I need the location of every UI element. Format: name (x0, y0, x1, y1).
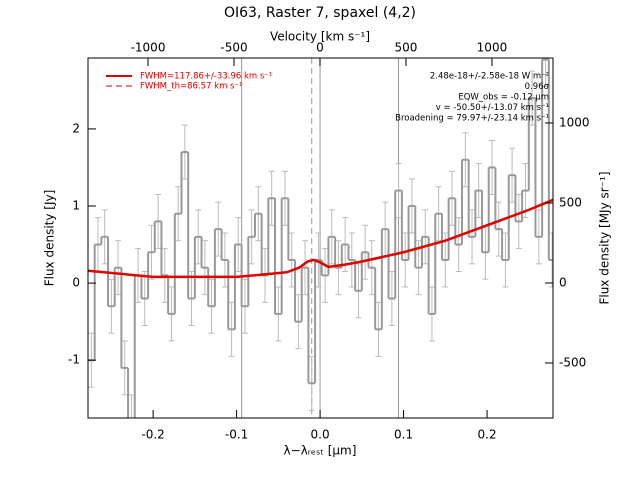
x-tick-label: -0.2 (141, 428, 164, 442)
x2-tick-label: 500 (395, 41, 418, 55)
x2-tick-label: -500 (220, 41, 247, 55)
step-connectors (93, 59, 550, 418)
annotation: Broadening = 79.97+/-23.14 km s⁻¹ (395, 114, 549, 124)
annotation: EQW_obs = -0.12 μm (458, 93, 549, 103)
y2-tick-label: 0 (559, 275, 567, 289)
legend-label: FWHM_th=86.57 km s⁻¹ (140, 82, 242, 92)
y-tick-label: 1 (72, 199, 80, 213)
x2-tick-label: -1000 (131, 41, 166, 55)
annotation: 2.48e-18+/-2.58e-18 W m⁻² (430, 72, 549, 82)
annotation: 0.96σ (525, 82, 550, 92)
x-tick-label: 0.2 (478, 428, 497, 442)
y2-tick-label: 1000 (559, 115, 590, 129)
annotation: v = -50.50+/-13.07 km s⁻¹ (436, 103, 549, 113)
y2-axis-label: Flux density [MJy sr⁻¹] (598, 171, 612, 304)
x-tick-label: 0.0 (311, 428, 330, 442)
x2-axis-label: Velocity [km s⁻¹] (270, 30, 370, 44)
y-tick-label: -1 (68, 353, 80, 367)
y-axis-label: Flux density [Jy] (43, 190, 57, 287)
y-tick-label: 2 (72, 121, 80, 135)
plot-area (88, 58, 553, 418)
x2-tick-label: 1000 (477, 41, 508, 55)
x-tick-label: 0.1 (394, 428, 413, 442)
x-tick-label: -0.1 (225, 428, 248, 442)
y2-tick-label: -500 (559, 355, 586, 369)
chart-title: OI63, Raster 7, spaxel (4,2) (224, 5, 416, 21)
x2-tick-label: 0 (316, 41, 324, 55)
y-tick-label: 0 (72, 276, 80, 290)
legend-label: FWHM=117.86+/-33.96 km s⁻¹ (140, 72, 272, 82)
y2-tick-label: 500 (559, 195, 582, 209)
fit-line (88, 198, 553, 279)
x-axis-label: λ−λᵣₑₛₜ [μm] (284, 444, 357, 458)
